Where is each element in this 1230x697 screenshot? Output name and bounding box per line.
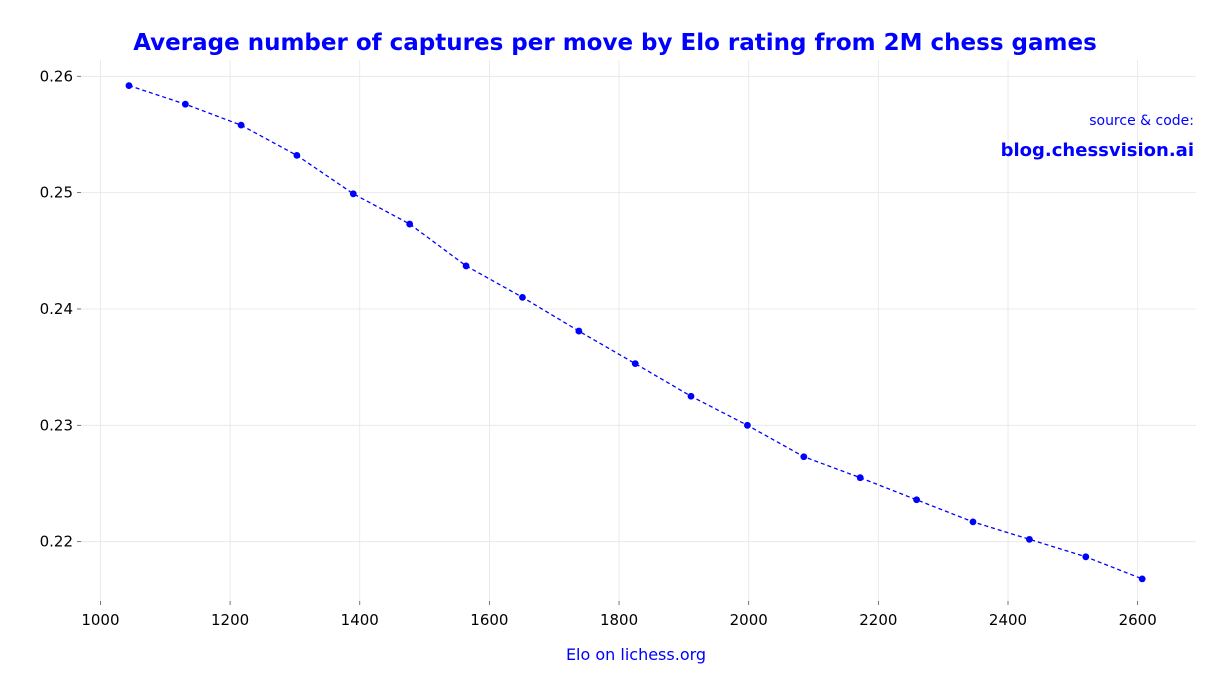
y-tick-label: 0.22 [40, 533, 73, 551]
data-point [631, 360, 639, 368]
data-point [687, 392, 695, 400]
y-tick-label: 0.23 [40, 416, 73, 434]
x-tick-label: 1800 [600, 611, 638, 629]
x-tick-label: 2400 [989, 611, 1027, 629]
data-point [1138, 575, 1146, 583]
data-point [462, 262, 470, 270]
series [125, 82, 1146, 583]
data-point [575, 327, 583, 335]
data-point [856, 474, 864, 482]
x-tick-label: 2600 [1119, 611, 1157, 629]
x-tick-label: 1600 [470, 611, 508, 629]
x-tick-label: 2000 [730, 611, 768, 629]
y-tick-label: 0.25 [40, 184, 73, 202]
data-point [913, 496, 921, 504]
data-point [181, 100, 189, 108]
data-point [519, 293, 526, 301]
data-point [1025, 535, 1033, 543]
data-point [237, 121, 245, 129]
source-link[interactable]: blog.chessvision.ai [1000, 140, 1194, 161]
data-point [1082, 553, 1090, 561]
data-point [800, 453, 808, 461]
axis-ticks: 1000 1200 1400 1600 1800 2000 2200 2400 2600 0.22… [40, 67, 1157, 629]
chart-title: Average number of captures per move by E… [133, 30, 1097, 56]
x-tick-label: 1000 [81, 611, 119, 629]
grid [81, 60, 1196, 601]
x-tick-label: 1400 [341, 611, 379, 629]
data-point [744, 421, 751, 429]
data-point [293, 152, 301, 159]
y-tick-label: 0.26 [40, 67, 73, 85]
y-tick-label: 0.24 [40, 300, 73, 318]
data-point [349, 190, 357, 198]
series-line [128, 84, 1143, 580]
data-point [406, 220, 414, 228]
x-tick-label: 2200 [859, 611, 897, 629]
data-point [125, 82, 133, 89]
source-label: source & code: [1089, 113, 1194, 129]
data-point [969, 518, 977, 526]
x-tick-label: 1200 [211, 611, 249, 629]
x-axis-label: Elo on lichess.org [565, 645, 707, 664]
